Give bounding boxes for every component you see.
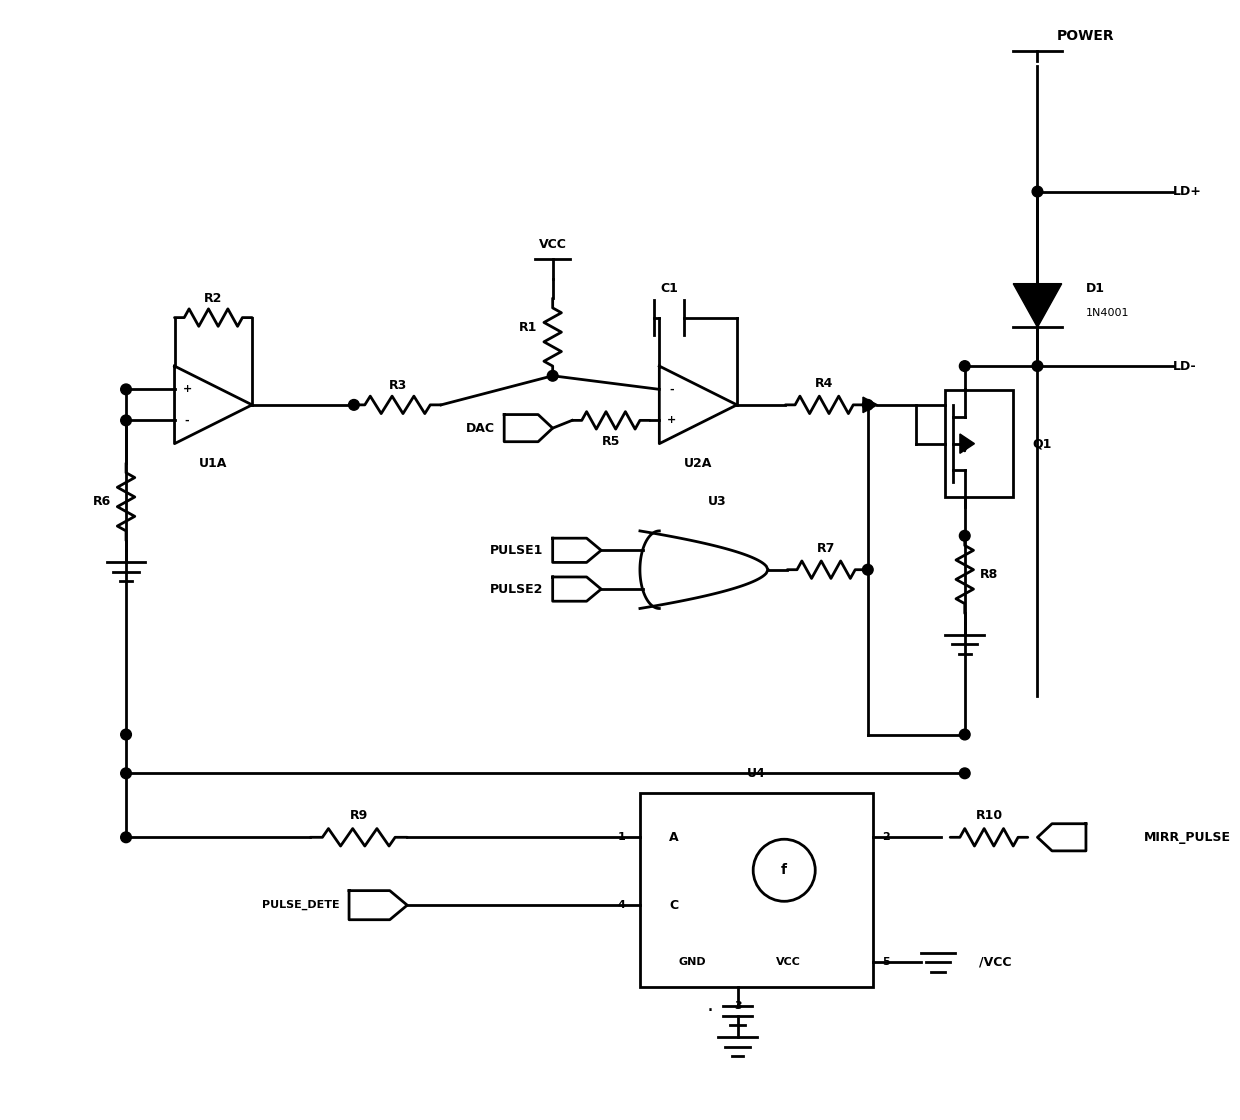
Polygon shape [1013, 283, 1061, 327]
Text: -: - [670, 384, 675, 394]
Text: LD+: LD+ [1173, 185, 1202, 198]
Text: GND: GND [678, 958, 707, 968]
Text: 5: 5 [883, 958, 890, 968]
Circle shape [120, 832, 131, 842]
Text: PULSE1: PULSE1 [490, 544, 543, 557]
Text: C1: C1 [660, 282, 678, 295]
Circle shape [960, 531, 970, 541]
Text: R1: R1 [520, 320, 538, 334]
Text: VCC: VCC [776, 958, 801, 968]
Circle shape [120, 384, 131, 394]
Text: PULSE_DETE: PULSE_DETE [262, 900, 340, 911]
Text: U3: U3 [708, 495, 727, 508]
Polygon shape [863, 398, 878, 412]
Text: A: A [670, 831, 678, 843]
Circle shape [1032, 361, 1043, 372]
Text: 2: 2 [883, 832, 890, 842]
Circle shape [547, 371, 558, 381]
Circle shape [960, 768, 970, 778]
Text: 3: 3 [734, 1001, 742, 1011]
Text: VCC: VCC [538, 239, 567, 251]
Circle shape [960, 361, 970, 372]
Text: 4: 4 [618, 900, 625, 911]
Text: Q1: Q1 [1033, 437, 1052, 450]
Text: MIRR_PULSE: MIRR_PULSE [1145, 831, 1231, 843]
Text: -: - [185, 416, 190, 426]
Text: R5: R5 [601, 436, 620, 448]
Text: DAC: DAC [465, 421, 495, 435]
Circle shape [120, 768, 131, 778]
Text: R6: R6 [93, 495, 110, 508]
Text: POWER: POWER [1058, 29, 1115, 44]
Circle shape [1032, 186, 1043, 197]
Text: D1: D1 [1086, 282, 1105, 295]
Text: R10: R10 [976, 810, 1003, 822]
Text: f: f [781, 864, 787, 877]
Text: ·: · [707, 1001, 714, 1020]
Text: PULSE2: PULSE2 [490, 582, 543, 596]
Text: R7: R7 [817, 542, 836, 554]
Text: R8: R8 [980, 568, 998, 581]
Circle shape [863, 400, 873, 410]
Circle shape [960, 729, 970, 740]
Text: R9: R9 [350, 810, 368, 822]
Circle shape [120, 729, 131, 740]
Polygon shape [960, 433, 975, 454]
Text: +: + [182, 384, 192, 394]
Text: LD-: LD- [1173, 360, 1197, 373]
Text: R2: R2 [205, 291, 222, 305]
Text: R3: R3 [388, 379, 407, 392]
Text: U2A: U2A [684, 457, 712, 469]
Circle shape [348, 400, 360, 410]
Text: /VCC: /VCC [980, 955, 1012, 969]
Text: C: C [670, 898, 678, 912]
Text: 1N4001: 1N4001 [1086, 308, 1130, 318]
Circle shape [120, 416, 131, 426]
Text: +: + [667, 416, 677, 426]
Text: 1: 1 [618, 832, 625, 842]
Text: R4: R4 [815, 377, 833, 390]
Text: U4: U4 [746, 767, 765, 780]
Text: U1A: U1A [200, 457, 227, 469]
Circle shape [863, 564, 873, 575]
